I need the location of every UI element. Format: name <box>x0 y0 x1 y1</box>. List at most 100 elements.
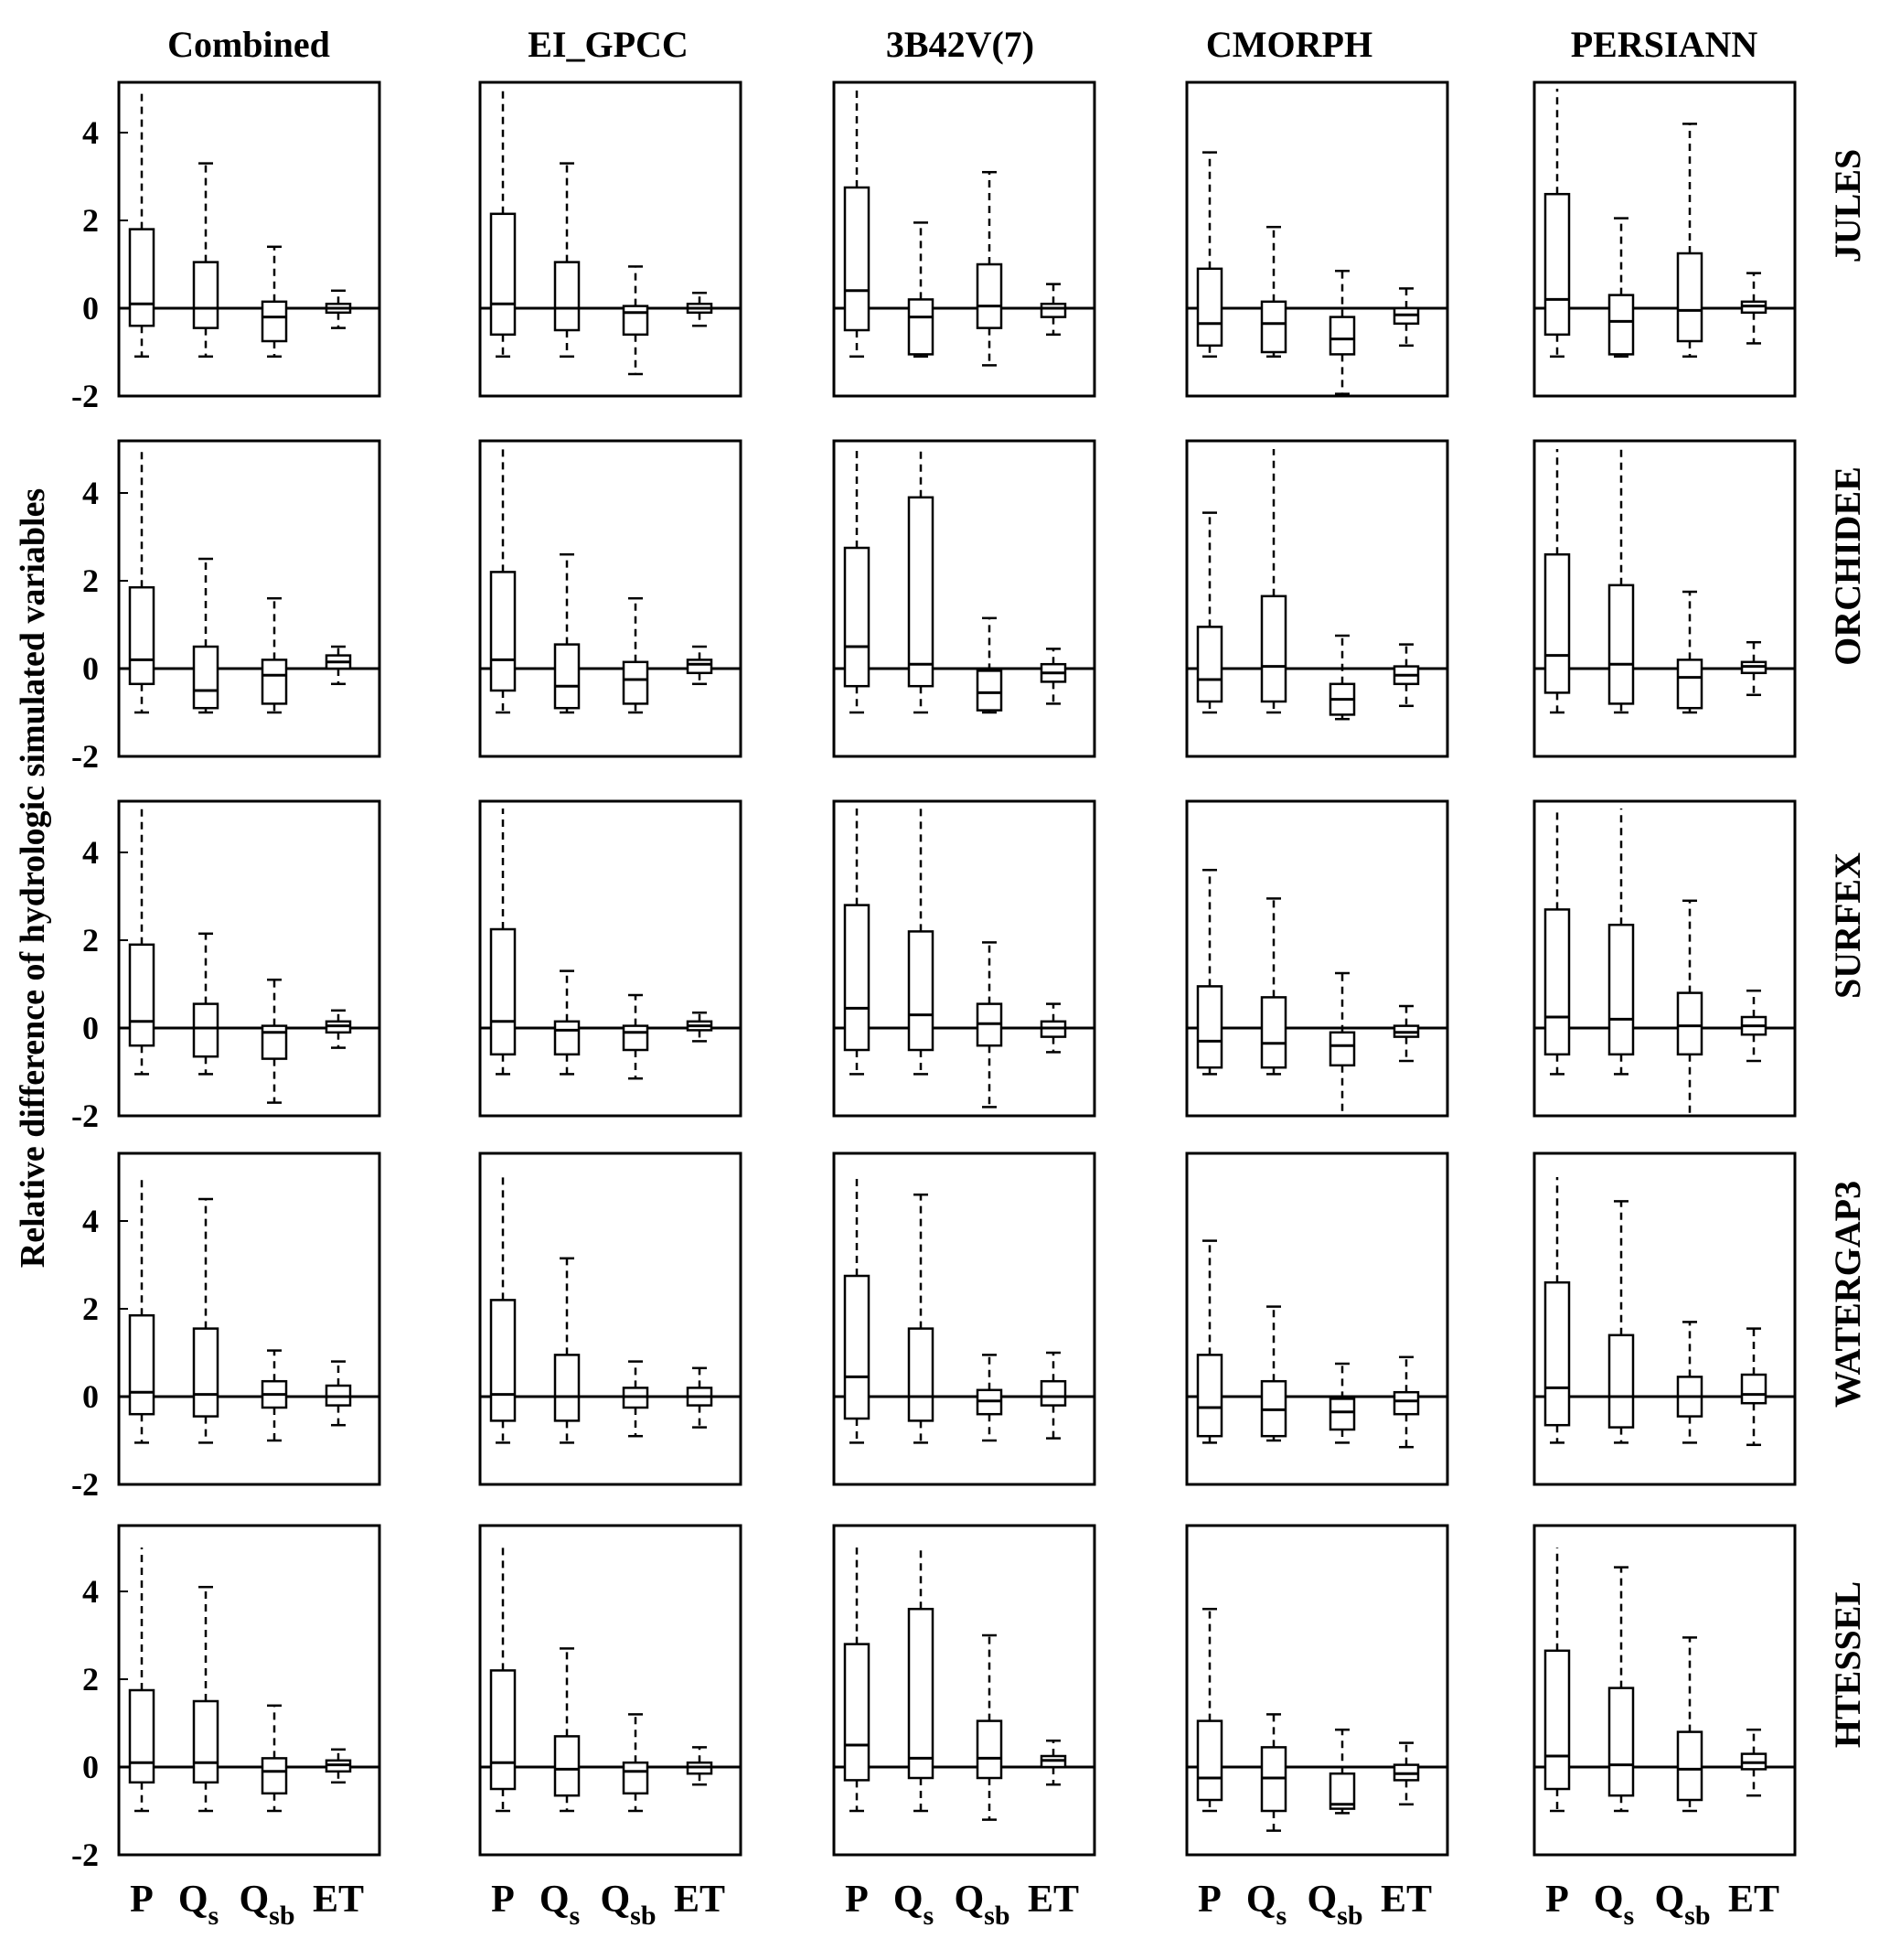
box-P <box>843 449 870 714</box>
box-Qsb <box>261 596 288 714</box>
panel-frame <box>1185 1151 1449 1486</box>
panel-frame <box>832 80 1096 398</box>
box-ET <box>325 1748 352 1784</box>
x-tick-label-Qs: Qs <box>1246 1879 1287 1931</box>
iqr-box <box>1607 584 1635 705</box>
panel-2-1 <box>478 799 742 1118</box>
iqr-box <box>1543 192 1571 337</box>
panel-frame <box>1185 80 1449 398</box>
box-Qsb <box>622 993 649 1080</box>
x-tick-label-Qsb: Qsb <box>1307 1879 1362 1931</box>
iqr-box <box>843 1274 870 1420</box>
panel-3-2 <box>832 1151 1096 1486</box>
box-P <box>1196 868 1223 1076</box>
x-tick-label-ET: ET <box>674 1879 725 1921</box>
box-Qs <box>1607 449 1635 714</box>
panel-1-0: 4 2 0 -2 <box>71 439 381 775</box>
box-ET <box>1040 1739 1067 1786</box>
box-Qsb <box>622 1360 649 1438</box>
box-ET <box>1040 648 1067 705</box>
iqr-box <box>489 1299 517 1422</box>
box-Qs <box>192 1197 219 1444</box>
box-ET <box>325 1360 352 1427</box>
iqr-box <box>1196 267 1223 348</box>
box-Qsb <box>261 978 288 1104</box>
y-tick-label: 4 <box>82 475 99 511</box>
box-ET <box>686 291 713 327</box>
box-ET <box>686 1746 713 1786</box>
box-P <box>489 449 517 714</box>
iqr-box <box>553 1354 581 1422</box>
box-Qs <box>1260 897 1287 1076</box>
y-tick-label: 2 <box>82 1661 99 1698</box>
box-Qs <box>1260 1713 1287 1832</box>
panel-3-0: 4 2 0 -2 <box>71 1151 381 1503</box>
panel-2-3 <box>1185 799 1449 1118</box>
box-P <box>1543 89 1571 359</box>
iqr-box <box>843 904 870 1052</box>
box-ET <box>1393 1741 1420 1806</box>
y-tick-label: 0 <box>82 650 99 687</box>
y-tick-label: 0 <box>82 290 99 327</box>
panel-1-4 <box>1532 439 1797 758</box>
iqr-box <box>1607 1687 1635 1797</box>
panel-0-2 <box>832 80 1096 398</box>
box-Qs <box>192 557 219 714</box>
iqr-box <box>553 261 581 332</box>
box-Qsb <box>261 245 288 359</box>
box-Qs <box>553 1257 581 1444</box>
box-P <box>1543 449 1571 714</box>
iqr-box <box>1196 1719 1223 1802</box>
row-title-3: WATERGAP3 <box>1827 1181 1868 1408</box>
box-P <box>489 1177 517 1444</box>
panel-frame <box>478 1524 742 1857</box>
panel-2-4 <box>1532 799 1797 1118</box>
box-Qs <box>907 1193 934 1444</box>
box-Qsb <box>976 1633 1003 1821</box>
panel-frame <box>117 1151 381 1486</box>
iqr-box <box>261 1024 288 1060</box>
iqr-box <box>489 571 517 692</box>
box-Qsb <box>976 941 1003 1109</box>
box-Qsb <box>622 265 649 376</box>
box-ET <box>325 645 352 686</box>
box-Qs <box>553 162 581 359</box>
iqr-box <box>622 1761 649 1795</box>
iqr-box <box>192 1002 219 1058</box>
iqr-box <box>976 669 1003 712</box>
x-tick-label-ET: ET <box>1381 1879 1432 1921</box>
panel-frame <box>478 1151 742 1486</box>
box-ET <box>1393 643 1420 708</box>
box-Qs <box>192 1585 219 1813</box>
box-ET <box>1393 1004 1420 1063</box>
x-tick-label-Qsb: Qsb <box>1654 1879 1710 1931</box>
panel-2-0: 4 2 0 -2 <box>71 799 381 1134</box>
panel-frame <box>1185 799 1449 1118</box>
iqr-box <box>128 1313 155 1416</box>
box-Qsb <box>1329 269 1356 395</box>
column-title-3: CMORPH <box>1206 24 1372 65</box>
panel-0-0: 4 2 0 -2 <box>71 80 381 414</box>
panel-frame <box>478 80 742 398</box>
panel-frame <box>117 80 381 398</box>
panel-1-3 <box>1185 439 1449 758</box>
box-ET <box>1393 287 1420 348</box>
box-Qs <box>1607 217 1635 359</box>
box-P <box>1543 1177 1571 1444</box>
iqr-box <box>261 659 288 705</box>
box-Qsb <box>261 1704 288 1813</box>
column-title-1: EI_GPCC <box>528 24 689 65</box>
panel-frame <box>1532 439 1797 758</box>
panel-frame <box>1532 1524 1797 1857</box>
panel-frame <box>1532 1151 1797 1486</box>
panel-3-1 <box>478 1151 742 1486</box>
box-Qs <box>192 932 219 1076</box>
y-tick-label: 4 <box>82 1573 99 1610</box>
iqr-box <box>1676 659 1703 710</box>
iqr-box <box>1260 996 1287 1069</box>
panel-frame <box>478 439 742 758</box>
iqr-box <box>1196 1354 1223 1438</box>
box-P <box>1196 1239 1223 1444</box>
panel-2-2 <box>832 799 1096 1118</box>
